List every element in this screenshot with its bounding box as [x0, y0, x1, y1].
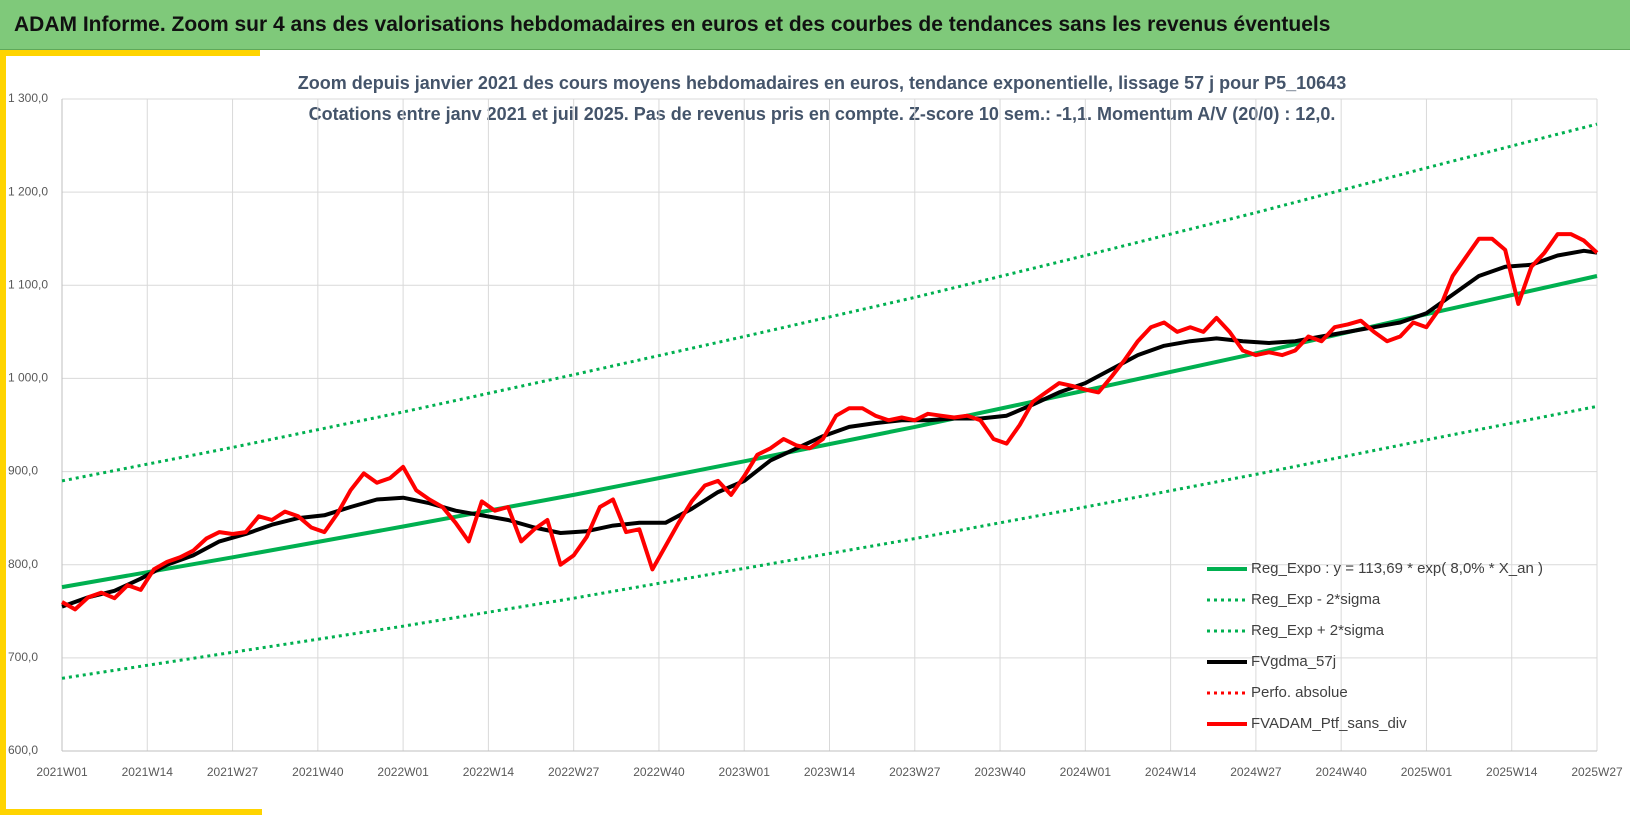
x-tick-label: 2022W14 [463, 765, 515, 779]
x-tick-label: 2022W27 [548, 765, 600, 779]
x-tick-label: 2024W27 [1230, 765, 1282, 779]
series-line [61, 404, 1598, 680]
legend-label: Reg_Expo : y = 113,69 * exp( 8,0% * X_an… [1251, 560, 1543, 577]
x-tick-label: 2023W40 [974, 765, 1026, 779]
x-tick-label: 2025W14 [1486, 765, 1538, 779]
legend-label: Reg_Exp - 2*sigma [1251, 591, 1381, 608]
y-tick-label: 700,0 [8, 650, 38, 664]
x-tick-label: 2023W14 [804, 765, 856, 779]
series-line [61, 122, 1598, 483]
x-tick-label: 2023W01 [719, 765, 771, 779]
y-tick-label: 900,0 [8, 464, 38, 478]
series-line [61, 232, 1599, 612]
legend-label: FVADAM_Ptf_sans_div [1251, 715, 1407, 732]
x-tick-label: 2021W40 [292, 765, 344, 779]
x-tick-label: 2022W01 [377, 765, 429, 779]
x-tick-label: 2025W01 [1401, 765, 1453, 779]
x-tick-label: 2024W01 [1060, 765, 1112, 779]
y-tick-label: 1 000,0 [8, 371, 48, 385]
x-tick-label: 2021W14 [122, 765, 174, 779]
header-bar: ADAM Informe. Zoom sur 4 ans des valoris… [0, 0, 1630, 50]
frame-left [0, 50, 6, 815]
x-tick-label: 2023W27 [889, 765, 941, 779]
x-tick-label: 2024W14 [1145, 765, 1197, 779]
legend-label: Perfo. absolue [1251, 684, 1348, 701]
y-tick-label: 600,0 [8, 743, 38, 757]
y-tick-label: 1 300,0 [8, 91, 48, 105]
x-tick-label: 2022W40 [633, 765, 685, 779]
x-tick-label: 2024W40 [1315, 765, 1367, 779]
y-tick-label: 1 100,0 [8, 277, 48, 291]
series-line [61, 248, 1598, 609]
header-title: ADAM Informe. Zoom sur 4 ans des valoris… [14, 13, 1331, 36]
legend-label: FVgdma_57j [1251, 653, 1336, 670]
y-tick-label: 1 200,0 [8, 184, 48, 198]
x-tick-label: 2025W27 [1571, 765, 1623, 779]
x-tick-label: 2021W01 [36, 765, 88, 779]
frame-bottom [0, 809, 262, 815]
x-tick-label: 2021W27 [207, 765, 259, 779]
legend-label: Reg_Exp + 2*sigma [1251, 622, 1385, 639]
y-tick-label: 800,0 [8, 557, 38, 571]
chart-subtitle: Cotations entre janv 2021 et juil 2025. … [309, 104, 1336, 124]
chart-title: Zoom depuis janvier 2021 des cours moyen… [298, 73, 1346, 93]
frame-top [0, 50, 260, 56]
